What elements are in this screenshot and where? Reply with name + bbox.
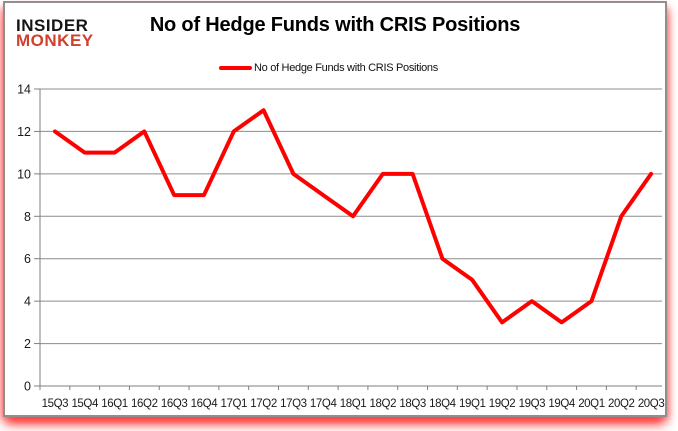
svg-text:8: 8	[24, 210, 31, 224]
svg-text:12: 12	[17, 125, 31, 139]
svg-text:16Q1: 16Q1	[101, 398, 128, 410]
series-line	[52, 108, 654, 325]
svg-text:18Q4: 18Q4	[429, 398, 457, 410]
svg-text:18Q1: 18Q1	[340, 398, 367, 410]
svg-text:14: 14	[17, 83, 31, 97]
svg-text:17Q4: 17Q4	[310, 398, 338, 410]
y-tick-labels: 0 2 4 6 8 10 12 14	[17, 83, 31, 394]
page-title: No of Hedge Funds with CRIS Positions	[149, 14, 521, 36]
gridlines	[40, 88, 662, 387]
svg-text:0: 0	[24, 380, 31, 394]
svg-text:18Q2: 18Q2	[370, 398, 397, 410]
chart-card: INSIDER MONKEY No of Hedge Funds with CR…	[3, 1, 667, 417]
svg-text:19Q3: 19Q3	[519, 398, 546, 410]
svg-text:15Q3: 15Q3	[42, 398, 69, 410]
svg-text:20Q3: 20Q3	[638, 398, 665, 410]
svg-text:16Q4: 16Q4	[191, 398, 219, 410]
legend-color-swatch	[219, 66, 252, 70]
y-axis-ticks	[34, 88, 40, 387]
svg-text:17Q2: 17Q2	[250, 398, 277, 410]
svg-text:16Q2: 16Q2	[131, 398, 158, 410]
legend-label: No of Hedge Funds with CRIS Positions	[254, 62, 438, 74]
svg-text:17Q1: 17Q1	[220, 398, 247, 410]
svg-text:20Q1: 20Q1	[578, 398, 605, 410]
svg-text:10: 10	[17, 167, 31, 181]
svg-text:19Q2: 19Q2	[489, 398, 516, 410]
svg-text:20Q2: 20Q2	[608, 398, 635, 410]
logo-text-insider: INSIDER	[16, 16, 89, 35]
svg-text:16Q3: 16Q3	[161, 398, 188, 410]
svg-text:6: 6	[24, 252, 31, 266]
svg-text:4: 4	[24, 295, 31, 309]
logo-text-monkey: MONKEY	[16, 31, 94, 50]
svg-text:2: 2	[24, 337, 31, 351]
axes	[39, 89, 662, 387]
svg-text:15Q4: 15Q4	[71, 398, 99, 410]
insider-monkey-logo: INSIDER MONKEY	[16, 16, 94, 50]
svg-text:19Q4: 19Q4	[548, 398, 576, 410]
legend: No of Hedge Funds with CRIS Positions	[219, 61, 438, 75]
svg-text:19Q1: 19Q1	[459, 398, 486, 410]
x-axis-ticks	[39, 386, 637, 390]
x-tick-labels: 15Q3 15Q4 16Q1 16Q2 16Q3 16Q4 17Q1 17Q2 17Q3 17Q4…	[42, 398, 665, 410]
svg-text:17Q3: 17Q3	[280, 398, 307, 410]
svg-text:18Q3: 18Q3	[399, 398, 426, 410]
